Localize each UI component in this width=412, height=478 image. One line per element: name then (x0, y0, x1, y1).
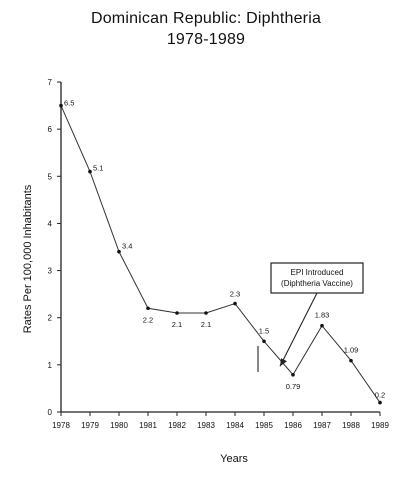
data-label: 3.4 (122, 242, 132, 251)
data-point (262, 339, 266, 344)
x-tick-label: 1985 (255, 421, 273, 430)
data-point (378, 400, 382, 405)
data-point (59, 103, 63, 108)
x-axis-title: Years (220, 453, 248, 465)
data-point (146, 306, 150, 311)
y-tick-label: 7 (48, 78, 53, 87)
x-tick-label: 1978 (52, 421, 70, 430)
y-tick-label: 4 (48, 219, 53, 228)
x-tick-label: 1983 (197, 421, 215, 430)
y-tick-label: 2 (48, 314, 53, 323)
data-label: 2.3 (230, 290, 240, 299)
annotation-arrowhead (280, 358, 287, 367)
chart-subtitle: 1978-1989 (166, 31, 246, 48)
data-label: 0.2 (375, 391, 385, 400)
data-point (175, 311, 179, 315)
x-tick-label: 1988 (342, 421, 360, 430)
x-tick-label: 1980 (110, 421, 128, 430)
annotation-box (270, 262, 364, 294)
plot-area: 0 1 2 3 4 5 6 7 1978 1979 1980 1981 1982 1983 1984 1985… (48, 78, 390, 430)
x-tick-label: 1982 (168, 421, 186, 430)
annotation-text: EPI Introduced (291, 268, 344, 277)
x-tick-label: 1987 (313, 421, 331, 430)
y-tick-label: 6 (48, 125, 53, 134)
x-tick-label: 1984 (226, 421, 244, 430)
data-point (117, 249, 121, 254)
data-label: 0.79 (286, 382, 301, 391)
data-point (291, 372, 295, 377)
data-label: 5.1 (93, 164, 103, 173)
data-point (233, 301, 237, 306)
y-axis-title: Rates Per 100,000 Inhabitants (22, 184, 34, 333)
y-tick-label: 1 (48, 361, 53, 370)
x-tick-label: 1979 (81, 421, 99, 430)
x-tick-label: 1989 (371, 421, 389, 430)
data-point (320, 323, 324, 328)
y-tick-label: 0 (48, 408, 53, 417)
data-point (88, 169, 92, 174)
annotation-text: (Diphtheria Vaccine) (281, 279, 353, 288)
data-label: 2.1 (172, 320, 182, 329)
data-point (204, 311, 208, 315)
annotation-arrow (279, 292, 318, 367)
data-label: 1.09 (344, 346, 359, 355)
data-label: 2.2 (143, 315, 153, 324)
data-point (349, 358, 353, 363)
data-label: 1.83 (315, 311, 330, 320)
y-tick-label: 3 (48, 267, 53, 276)
data-label: 2.1 (201, 320, 211, 329)
chart-title: Dominican Republic: Diphtheria (90, 10, 322, 27)
y-tick-label: 5 (48, 172, 53, 181)
x-tick-label: 1986 (284, 421, 302, 430)
data-label: 6.5 (64, 99, 74, 108)
data-label: 1.5 (259, 326, 269, 335)
x-tick-label: 1981 (139, 421, 157, 430)
series-line (60, 105, 381, 403)
